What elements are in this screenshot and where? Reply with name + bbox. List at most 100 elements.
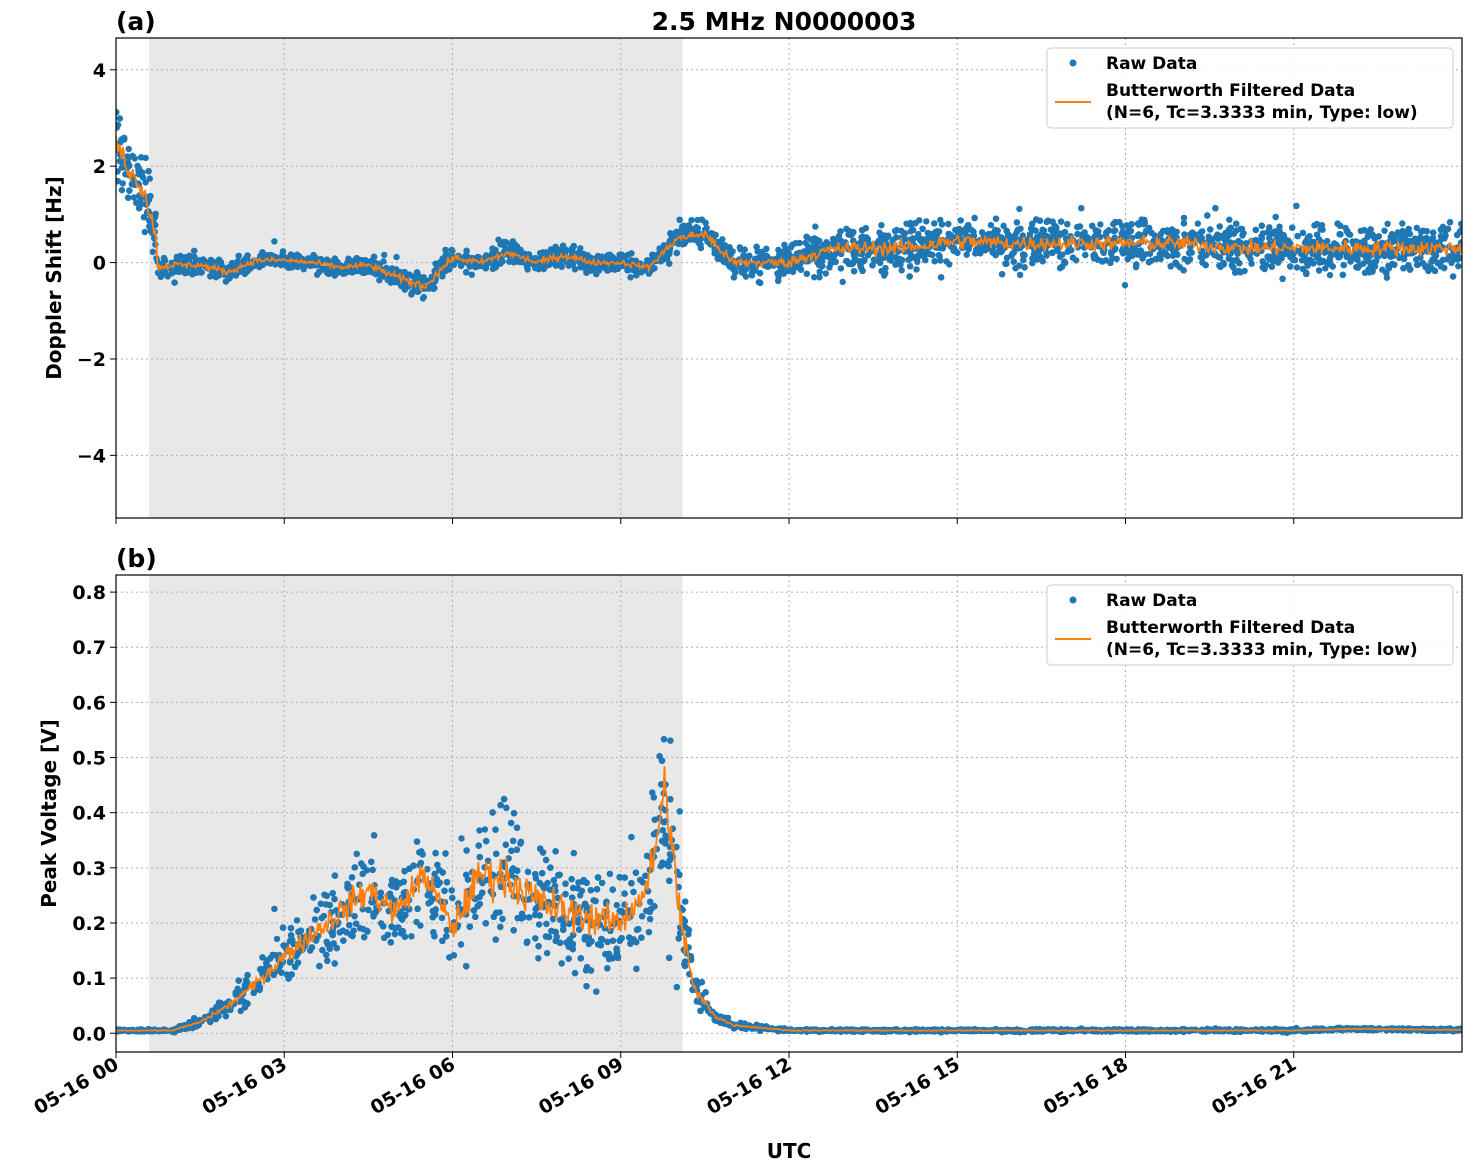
raw-data-point [1092,227,1099,234]
raw-data-point [1186,256,1194,263]
raw-data-point [118,186,126,194]
raw-data-point [567,260,575,267]
raw-data-point [673,249,680,257]
raw-data-point [962,229,969,236]
raw-data-point [1057,230,1064,237]
raw-data-point [1128,221,1135,228]
raw-data-point [1204,212,1211,219]
raw-data-point [1118,230,1126,237]
raw-data-point [225,265,233,272]
raw-data-point [1124,229,1132,237]
raw-data-point [145,168,152,175]
raw-data-point [1304,234,1312,241]
raw-data-point [1152,255,1160,263]
raw-data-point [582,266,590,274]
raw-data-point [966,225,973,233]
raw-data-point [1361,238,1368,245]
raw-data-point [792,240,799,247]
raw-data-point [1367,226,1374,233]
raw-data-point [1134,220,1142,227]
raw-data-point [858,227,866,234]
raw-data-point [822,270,829,277]
raw-data-point [398,282,405,290]
raw-data-point [408,291,415,298]
raw-data-point [881,232,888,239]
raw-data-point [971,214,978,222]
legend-raw-marker [1069,59,1077,67]
raw-data-point [1389,260,1396,268]
raw-data-point [1313,254,1321,261]
raw-data-point [1287,253,1294,260]
raw-data-point [497,241,504,248]
raw-data-point [393,253,400,261]
raw-data-point [732,269,739,276]
raw-data-point [1365,266,1372,273]
raw-data-point [1029,259,1036,267]
raw-data-point [929,251,936,259]
raw-data-point [846,228,854,235]
raw-data-point [1031,253,1038,260]
raw-data-point [774,270,781,277]
raw-data-point [149,248,156,255]
raw-data-point [989,249,996,256]
raw-data-point [391,277,399,284]
raw-data-point [1327,260,1334,267]
raw-data-point [1010,258,1017,265]
raw-data-point [627,266,634,273]
raw-data-point [414,288,421,295]
raw-data-point [475,254,482,261]
raw-data-point [910,254,918,261]
y-tick-label: −4 [77,445,106,467]
raw-data-point [555,247,562,254]
raw-data-point [1343,228,1351,235]
raw-data-point [1003,227,1010,234]
raw-data-point [1347,255,1354,262]
raw-data-point [990,229,998,236]
raw-data-point [667,237,674,245]
raw-data-point [1233,257,1240,264]
raw-data-point [1281,250,1288,258]
raw-data-point [859,267,866,274]
raw-data-point [963,251,970,258]
raw-data-point [1417,254,1424,261]
raw-data-point [1400,255,1408,262]
raw-data-point [1000,222,1007,229]
raw-data-point [1121,281,1129,289]
raw-data-point [1103,229,1110,236]
raw-data-point [1069,254,1077,261]
raw-data-point [1272,213,1279,221]
raw-data-point [209,258,216,266]
raw-data-point [1239,232,1246,239]
raw-data-point [116,168,121,175]
raw-data-point [1360,260,1367,267]
raw-data-point [1441,264,1448,272]
raw-data-point [135,171,142,178]
y-tick-label: 2 [93,156,106,178]
raw-data-point [116,178,122,185]
raw-data-point [906,263,914,270]
raw-data-point [1233,220,1240,227]
raw-data-point [593,270,600,278]
raw-data-point [1428,258,1435,265]
raw-data-point [1405,262,1412,269]
y-tick-label: 4 [93,60,106,82]
raw-data-point [816,268,823,275]
raw-data-point [1354,256,1361,264]
raw-data-point [419,295,427,302]
raw-data-point [1096,233,1104,240]
raw-data-point [1082,251,1089,259]
raw-data-point [1145,224,1153,232]
raw-data-point [837,228,844,235]
chart-title: 2.5 MHz N0000003 [652,7,917,36]
raw-data-point [837,265,845,272]
raw-data-point [1413,224,1421,232]
raw-data-point [688,216,695,224]
raw-data-point [613,901,620,909]
raw-data-point [1148,229,1155,236]
raw-data-point [136,166,143,173]
raw-data-point [577,264,584,271]
raw-data-point [1139,220,1146,228]
raw-data-point [207,273,214,280]
raw-data-point [1020,256,1027,264]
